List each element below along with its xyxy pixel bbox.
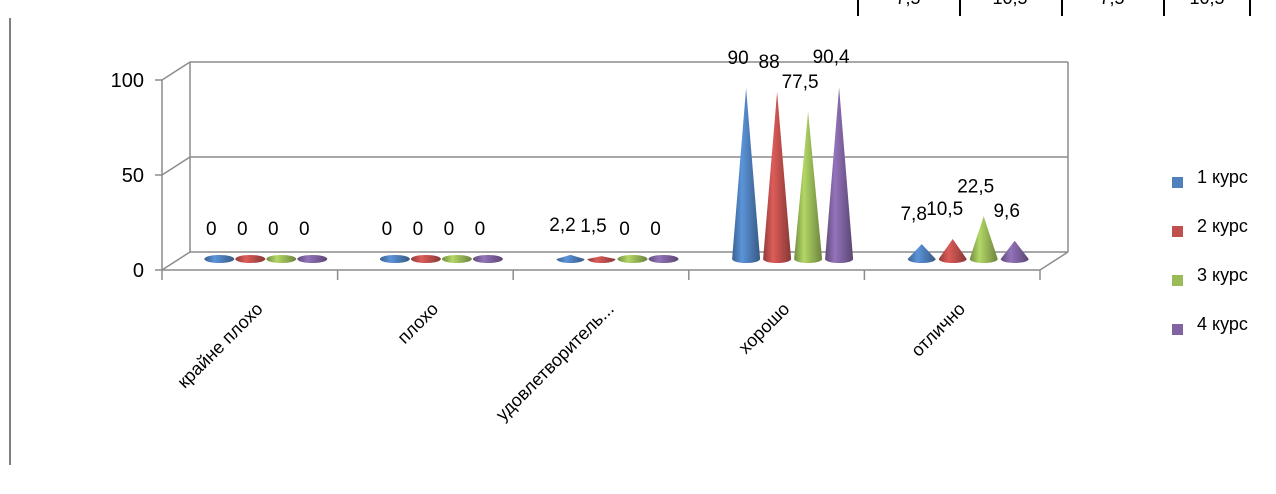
cone-bar	[556, 254, 585, 263]
cone-bar	[969, 216, 998, 263]
cone-bar-base	[617, 255, 648, 263]
cone-bar	[1000, 240, 1029, 263]
data-label: 0	[237, 219, 248, 240]
cone-bar	[648, 255, 679, 263]
legend-swatch	[1172, 177, 1183, 188]
data-label: 10,5	[926, 199, 963, 220]
data-label: 88	[759, 52, 780, 73]
legend-item: 3 курс	[1172, 265, 1248, 286]
x-category-label: плохо	[393, 299, 442, 348]
legend-label: 1 курс	[1197, 167, 1248, 187]
gridline-depth	[161, 251, 191, 271]
data-label: 0	[475, 219, 486, 240]
cone-bar	[379, 255, 410, 263]
cone-bar-body	[556, 254, 585, 263]
gridline-depth	[161, 61, 191, 81]
cone-bar	[410, 255, 441, 263]
data-label: 7,8	[900, 204, 926, 225]
cone-bar	[297, 255, 328, 263]
legend-swatch	[1172, 226, 1183, 237]
data-label: 0	[299, 219, 310, 240]
data-label: 0	[619, 219, 630, 240]
cone-bar-base	[297, 255, 328, 263]
legend-swatch	[1172, 275, 1183, 286]
data-label: 0	[413, 219, 424, 240]
cone-bar-base	[472, 255, 503, 263]
legend-label: 4 курс	[1197, 314, 1248, 334]
cone-bar	[266, 255, 297, 263]
data-label: 77,5	[782, 72, 819, 93]
top-table-cell: 10,5	[1189, 0, 1224, 8]
cone-bar-base	[379, 255, 410, 263]
data-label: 0	[268, 219, 279, 240]
data-label: 0	[650, 219, 661, 240]
chart-frame	[161, 61, 1069, 271]
data-label: 0	[206, 219, 217, 240]
data-label: 2,2	[549, 215, 575, 236]
cone-bar-body	[587, 256, 616, 263]
data-label: 1,5	[580, 216, 606, 237]
cone-bar	[938, 239, 967, 263]
cone-bar-body	[794, 111, 823, 263]
cone-bar-body	[825, 87, 854, 264]
top-table-cell: 7,5	[895, 0, 920, 8]
cone-bar-body	[969, 216, 998, 263]
y-tick-label: 50	[122, 165, 144, 187]
data-label: 22,5	[957, 176, 994, 197]
y-axis-ticks: 0 50 100	[111, 70, 162, 282]
cone-bar-base	[235, 255, 266, 263]
legend-item: 1 курс	[1172, 167, 1248, 188]
cone-bar	[441, 255, 472, 263]
cone-bar	[732, 88, 761, 263]
gridline-depth	[161, 156, 191, 176]
floor-edge	[1039, 251, 1069, 271]
legend-label: 2 курс	[1197, 216, 1248, 236]
cone-bar	[907, 244, 936, 263]
x-axis-categories: крайне плохо плохо удовлетворитель... хорош…	[161, 270, 1041, 425]
data-label: 0	[444, 219, 455, 240]
cone-bar-body	[763, 91, 792, 263]
data-label: 0	[382, 219, 393, 240]
cone-bar	[825, 87, 854, 264]
plot-area	[204, 87, 1029, 264]
top-table-cell: 10,5	[992, 0, 1027, 8]
cone-bar	[204, 255, 235, 263]
x-category-label: отлично	[907, 299, 969, 361]
cone-bar-body	[907, 244, 936, 263]
x-category-label: хорошо	[735, 299, 794, 358]
data-label: 90,4	[813, 47, 850, 68]
legend-label: 3 курс	[1197, 265, 1248, 285]
cone-bar	[794, 111, 823, 263]
cone-bar	[617, 255, 648, 263]
legend-item: 4 курс	[1172, 314, 1248, 335]
cone-bar-base	[648, 255, 679, 263]
cone-bar-base	[410, 255, 441, 263]
top-table-cell: 7,5	[1099, 0, 1124, 8]
cone-bar	[235, 255, 266, 263]
data-label: 9,6	[993, 201, 1019, 222]
cone-bar-base	[266, 255, 297, 263]
y-tick-label: 0	[133, 260, 144, 282]
legend: 1 курс 2 курс 3 курс 4 курс	[1172, 167, 1248, 335]
cone-bar	[763, 91, 792, 263]
cone-bar-body	[1000, 240, 1029, 263]
data-label: 90	[728, 48, 749, 69]
top-table: 7,5 10,5 7,5 10,5	[857, 0, 1251, 16]
y-tick-label: 100	[111, 70, 144, 92]
cone-bar	[472, 255, 503, 263]
x-category-label: крайне плохо	[173, 299, 266, 392]
cone-bar	[587, 256, 616, 263]
x-category-label: удовлетворитель...	[492, 299, 618, 425]
cone-bar-base	[204, 255, 235, 263]
legend-item: 2 курс	[1172, 216, 1248, 237]
cone-bar-body	[938, 239, 967, 263]
cone-bar-body	[732, 88, 761, 263]
legend-swatch	[1172, 324, 1183, 335]
cone-bar-base	[441, 255, 472, 263]
